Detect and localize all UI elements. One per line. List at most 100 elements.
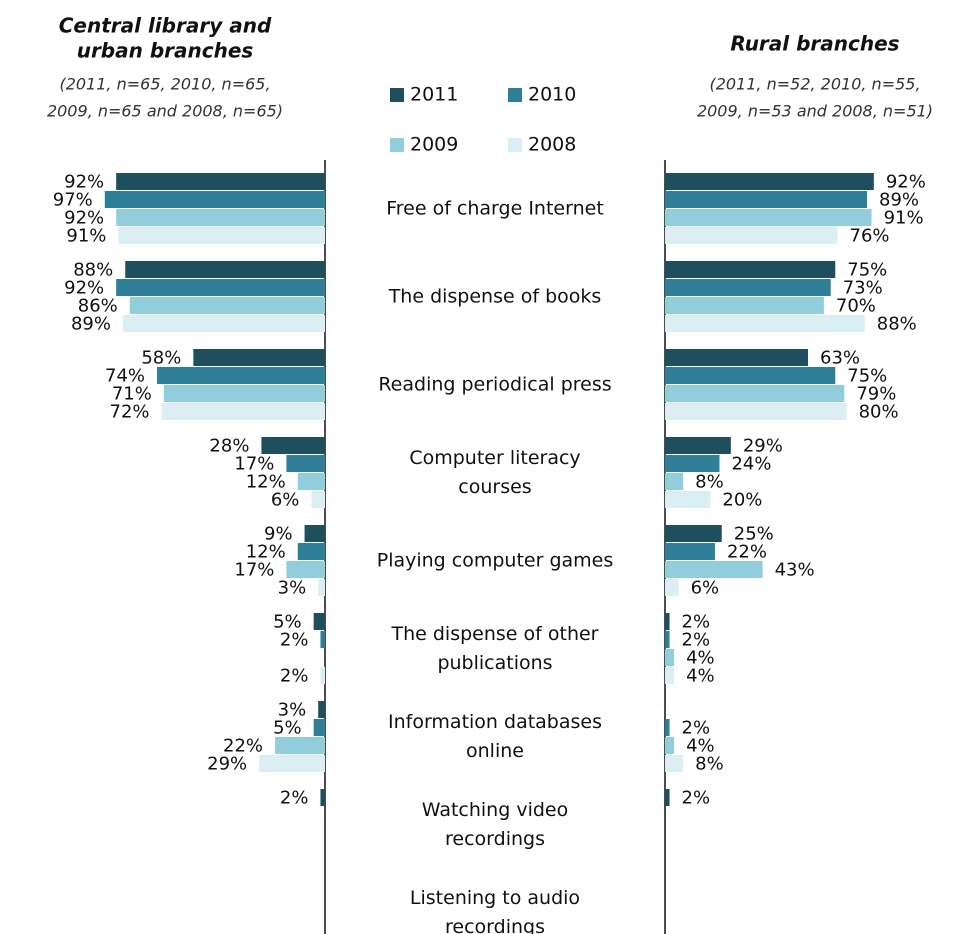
value-label: 71% (112, 384, 152, 405)
bar (116, 173, 325, 190)
bar (665, 649, 675, 666)
value-label: 76% (850, 226, 890, 247)
bar (665, 455, 720, 472)
bar (665, 613, 670, 630)
bar (665, 385, 845, 402)
value-label: 12% (246, 472, 286, 493)
value-label: 6% (691, 578, 720, 599)
category-label: online (466, 740, 524, 762)
bar (261, 437, 325, 454)
bar (665, 367, 836, 384)
bar (116, 279, 325, 296)
bar (665, 315, 865, 332)
panel-subtitle: (2011, n=65, 2010, n=65, (59, 75, 270, 94)
bar (259, 755, 325, 772)
value-label: 25% (734, 524, 774, 545)
legend-label: 2011 (410, 84, 458, 106)
value-label: 4% (686, 648, 715, 669)
bar (313, 613, 325, 630)
bar (665, 261, 836, 278)
bar (665, 473, 684, 490)
bar (665, 173, 874, 190)
value-label: 22% (727, 542, 767, 563)
value-label: 8% (695, 472, 724, 493)
value-label: 8% (695, 754, 724, 775)
value-label: 58% (141, 348, 181, 369)
bar (313, 719, 325, 736)
value-label: 24% (731, 454, 771, 475)
value-label: 92% (886, 172, 926, 193)
bar (275, 737, 325, 754)
bar (665, 349, 809, 366)
panel-subtitle: (2011, n=52, 2010, n=55, (709, 75, 920, 94)
bar (665, 737, 675, 754)
bar (665, 403, 847, 420)
value-label: 63% (820, 348, 860, 369)
bar (665, 579, 679, 596)
bar (311, 491, 325, 508)
value-label: 70% (836, 296, 876, 317)
value-label: 12% (246, 542, 286, 563)
bar (665, 719, 670, 736)
value-label: 28% (209, 436, 249, 457)
value-label: 2% (280, 630, 309, 651)
category-label: Information databases (388, 711, 602, 733)
bar (304, 525, 325, 542)
bar (161, 403, 325, 420)
legend-swatch (390, 88, 404, 102)
value-label: 2% (682, 630, 711, 651)
category-label: The dispense of other (390, 623, 598, 645)
value-label: 2% (682, 718, 711, 739)
panel-title: Rural branches (730, 32, 899, 56)
value-label: 74% (105, 366, 145, 387)
value-label: 5% (273, 612, 302, 633)
value-label: 29% (743, 436, 783, 457)
category-label: The dispense of books (388, 286, 602, 308)
legend-label: 2008 (528, 134, 576, 156)
legend-swatch (508, 88, 522, 102)
value-label: 91% (66, 226, 106, 247)
value-label: 5% (273, 718, 302, 739)
bar (665, 631, 670, 648)
legend-label: 2010 (528, 84, 576, 106)
bar (320, 667, 325, 684)
value-label: 73% (843, 278, 883, 299)
bar (320, 789, 325, 806)
value-label: 2% (280, 666, 309, 687)
value-label: 2% (280, 788, 309, 809)
legend-label: 2009 (410, 134, 458, 156)
bar (665, 191, 868, 208)
bar (318, 701, 325, 718)
bar (665, 561, 763, 578)
value-label: 22% (223, 736, 263, 757)
category-label: Reading periodical press (378, 374, 611, 396)
bar (665, 437, 731, 454)
bar (665, 209, 872, 226)
bar (125, 261, 326, 278)
value-label: 43% (775, 560, 815, 581)
bar (118, 227, 326, 244)
category-label: courses (458, 476, 531, 498)
category-label: Computer literacy (409, 447, 580, 469)
value-label: 6% (271, 490, 300, 511)
value-label: 2% (682, 788, 711, 809)
value-label: 92% (64, 208, 104, 229)
legend-swatch (390, 138, 404, 152)
value-label: 3% (278, 578, 307, 599)
category-label: Free of charge Internet (386, 198, 604, 220)
value-label: 20% (722, 490, 762, 511)
value-label: 89% (879, 190, 919, 211)
value-label: 17% (234, 454, 274, 475)
category-label: publications (437, 652, 552, 674)
value-label: 4% (686, 666, 715, 687)
value-label: 75% (847, 366, 887, 387)
value-label: 29% (207, 754, 247, 775)
category-label: recordings (445, 828, 545, 850)
bar (116, 209, 325, 226)
value-label: 92% (64, 172, 104, 193)
category-label: recordings (445, 916, 545, 934)
bar (297, 543, 325, 560)
bar (122, 315, 325, 332)
bar (665, 279, 831, 296)
bar (157, 367, 325, 384)
